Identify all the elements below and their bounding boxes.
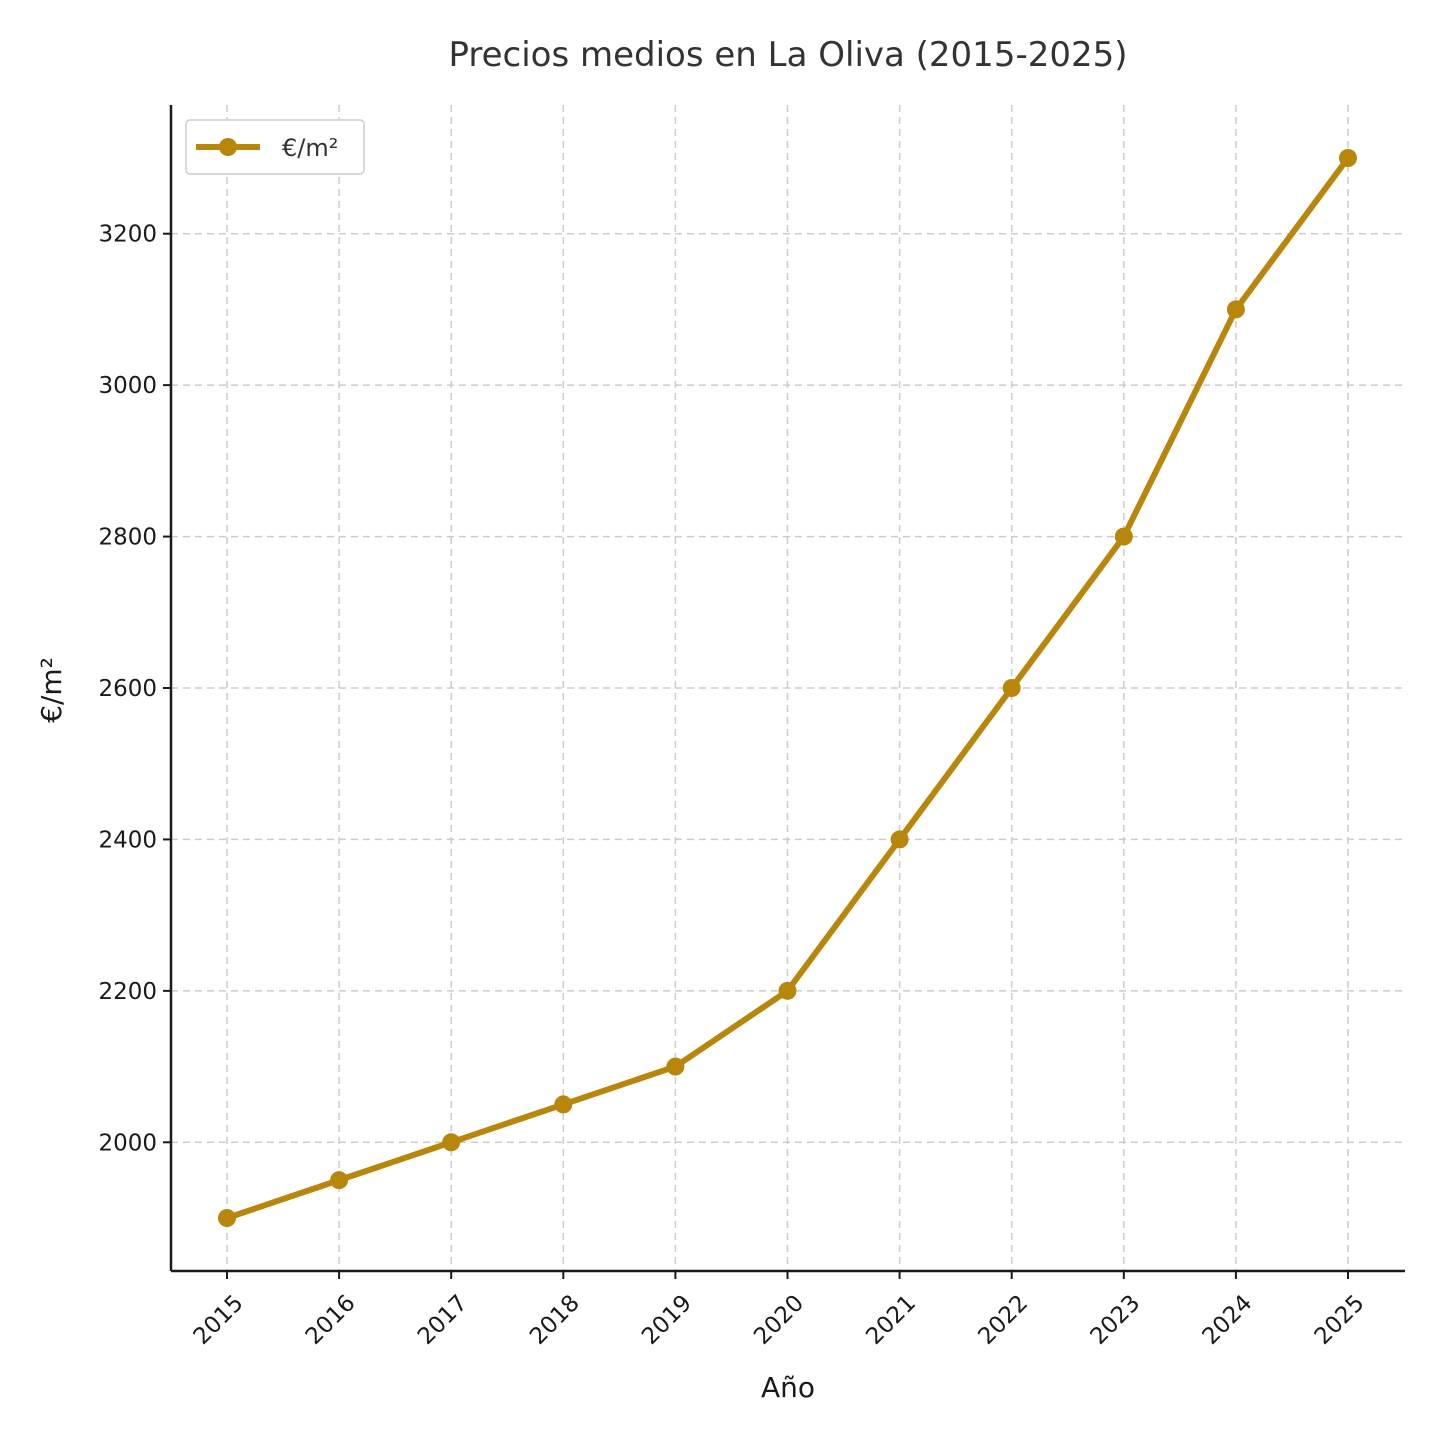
- legend-marker-swatch: [219, 138, 237, 156]
- series: [218, 149, 1357, 1227]
- x-tick-label: 2023: [1086, 1290, 1146, 1350]
- data-point-2023: [1114, 527, 1133, 546]
- x-tick-label: 2021: [861, 1290, 921, 1350]
- data-point-2021: [890, 830, 909, 849]
- y-tick-label: 2200: [98, 979, 157, 1005]
- x-tick-label: 2018: [525, 1290, 585, 1350]
- y-tick-label: 2800: [98, 525, 157, 551]
- y-tick-label: 2000: [98, 1130, 157, 1156]
- legend: €/m²: [185, 119, 365, 175]
- chart-title: Precios medios en La Oliva (2015-2025): [448, 35, 1127, 75]
- data-point-2016: [330, 1171, 349, 1190]
- x-axis-label: Año: [761, 1371, 815, 1404]
- y-tick-label: 3000: [98, 373, 157, 399]
- data-point-2015: [218, 1209, 236, 1227]
- x-tick-label: 2020: [749, 1290, 809, 1350]
- x-tick-label: 2015: [189, 1290, 249, 1350]
- data-point-2017: [442, 1133, 461, 1152]
- data-point-2019: [666, 1057, 685, 1076]
- x-tick-label: 2024: [1198, 1290, 1258, 1350]
- axis-ticks: 2015 2016 2017 2018 2019 2020 2021 2022 2023 2024…: [98, 222, 1369, 1350]
- x-tick-label: 2017: [413, 1290, 473, 1350]
- y-axis-label: €/m²: [35, 657, 68, 723]
- y-tick-label: 3200: [98, 222, 157, 248]
- x-tick-label: 2019: [637, 1290, 697, 1350]
- legend-label: €/m²: [282, 134, 338, 162]
- x-tick-label: 2016: [301, 1290, 361, 1350]
- data-point-2018: [554, 1095, 573, 1114]
- data-point-2024: [1226, 300, 1245, 319]
- data-point-2022: [1002, 679, 1021, 697]
- data-point-2020: [778, 981, 797, 1000]
- grid: [171, 105, 1405, 1271]
- data-point-2025: [1339, 149, 1357, 167]
- x-tick-label: 2025: [1310, 1290, 1370, 1350]
- y-tick-label: 2400: [98, 827, 157, 853]
- y-tick-label: 2600: [98, 676, 157, 702]
- legend-box: [185, 119, 365, 175]
- x-tick-label: 2022: [973, 1290, 1033, 1350]
